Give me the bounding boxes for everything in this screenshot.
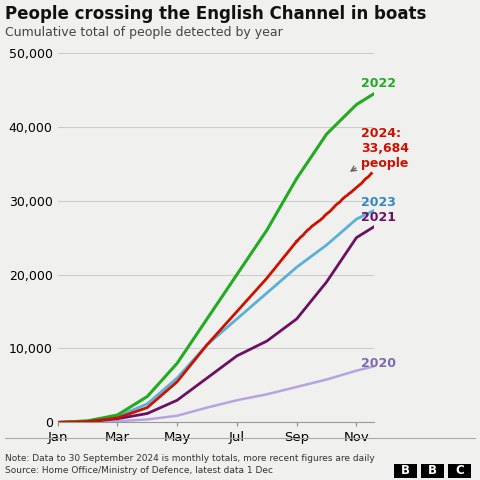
Text: Source: Home Office/Ministry of Defence, latest data 1 Dec: Source: Home Office/Ministry of Defence,… — [5, 466, 273, 475]
Text: C: C — [456, 464, 464, 478]
Text: 2022: 2022 — [361, 77, 396, 90]
Text: 2023: 2023 — [361, 196, 396, 209]
Text: 2024:
33,684
people: 2024: 33,684 people — [351, 127, 409, 171]
Text: B: B — [428, 464, 437, 478]
Text: 2021: 2021 — [361, 211, 396, 224]
Text: People crossing the English Channel in boats: People crossing the English Channel in b… — [5, 5, 426, 23]
Text: B: B — [401, 464, 409, 478]
Text: 2020: 2020 — [361, 357, 396, 370]
Text: Note: Data to 30 September 2024 is monthly totals, more recent figures are daily: Note: Data to 30 September 2024 is month… — [5, 454, 374, 463]
Text: Cumulative total of people detected by year: Cumulative total of people detected by y… — [5, 26, 283, 39]
